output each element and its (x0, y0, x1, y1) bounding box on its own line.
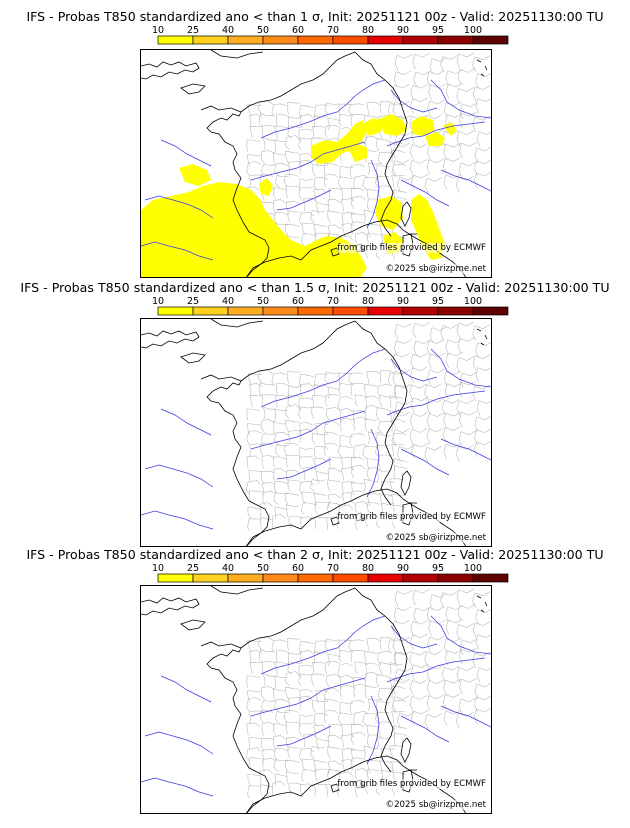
colorbar-swatch (332, 573, 369, 583)
colorbar-tick-label: 100 (464, 296, 482, 307)
colorbar-tick-label: 95 (432, 296, 444, 307)
colorbar-swatch (367, 306, 404, 316)
colorbar-swatch (227, 35, 264, 45)
colorbar-swatch (262, 573, 299, 583)
colorbar-tick-label: 70 (327, 296, 339, 307)
colorbar-tick-label: 90 (397, 296, 409, 307)
colorbar-tick-label: 95 (432, 25, 444, 36)
colorbar-swatch (402, 573, 439, 583)
panel-title: IFS - Probas T850 standardized ano < tha… (26, 547, 604, 562)
colorbar-tick-label: 10 (152, 563, 164, 574)
colorbar-tick-label: 100 (464, 563, 482, 574)
colorbar-swatch (332, 306, 369, 316)
colorbar-tick-label: 60 (292, 25, 304, 36)
colorbar-tick-label: 70 (327, 25, 339, 36)
map-panel-2: IFS - Probas T850 standardized ano < tha… (0, 274, 630, 548)
colorbar-swatch (297, 35, 334, 45)
colorbar-swatch (437, 573, 474, 583)
panel-title: IFS - Probas T850 standardized ano < tha… (20, 280, 610, 295)
admin-regions (246, 588, 491, 799)
map-canvas (141, 586, 491, 813)
colorbar-tick-label: 50 (257, 25, 269, 36)
colorbar-tick-label: 70 (327, 563, 339, 574)
colorbar-tick-label: 40 (222, 296, 234, 307)
colorbar-swatch (157, 35, 194, 45)
colorbar-swatch (262, 306, 299, 316)
colorbar-tick-label: 25 (187, 563, 199, 574)
colorbar-tick-label: 90 (397, 25, 409, 36)
colorbar-swatch (437, 35, 474, 45)
colorbar-swatch (437, 306, 474, 316)
colorbar: 10 25 40 50 60 70 80 90 95 100 (152, 296, 509, 316)
colorbar-swatch (192, 573, 229, 583)
credit-copyright: ©2025 sb@irizpme.net (385, 264, 486, 274)
credit-copyright: ©2025 sb@irizpme.net (385, 533, 486, 543)
colorbar-tick-label: 80 (362, 25, 374, 36)
colorbar-swatch (157, 573, 194, 583)
map-frame: from grib files provided by ECMWF ©2025 … (140, 49, 492, 278)
colorbar-tick-label: 60 (292, 296, 304, 307)
colorbar-tick-label: 25 (187, 296, 199, 307)
rivers (141, 348, 491, 530)
colorbar-tick-label: 95 (432, 563, 444, 574)
colorbar-swatch (227, 306, 264, 316)
credit-source: from grib files provided by ECMWF (337, 779, 486, 789)
colorbar-swatch (402, 35, 439, 45)
colorbar-swatch (332, 35, 369, 45)
map-frame: from grib files provided by ECMWF ©2025 … (140, 585, 492, 814)
colorbar-tick-label: 50 (257, 563, 269, 574)
credit-copyright: ©2025 sb@irizpme.net (385, 800, 486, 810)
colorbar-tick-label: 10 (152, 296, 164, 307)
credit-source: from grib files provided by ECMWF (337, 512, 486, 522)
panel-title: IFS - Probas T850 standardized ano < tha… (26, 9, 604, 24)
colorbar-tick-label: 25 (187, 25, 199, 36)
colorbar-swatch (157, 306, 194, 316)
colorbar: 10 25 40 50 60 70 80 90 95 100 (152, 25, 509, 45)
map-panel-3: IFS - Probas T850 standardized ano < tha… (0, 543, 630, 817)
map-frame: from grib files provided by ECMWF ©2025 … (140, 318, 492, 547)
colorbar-swatch (297, 306, 334, 316)
colorbar-tick-label: 50 (257, 296, 269, 307)
rivers (141, 615, 491, 797)
colorbar-swatch (472, 35, 509, 45)
colorbar: 10 25 40 50 60 70 80 90 95 100 (152, 563, 509, 583)
colorbar-tick-label: 60 (292, 563, 304, 574)
colorbar-swatch (297, 573, 334, 583)
colorbar-tick-label: 80 (362, 296, 374, 307)
map-panel-1: IFS - Probas T850 standardized ano < tha… (0, 0, 630, 278)
rivers (141, 79, 491, 261)
colorbar-tick-label: 90 (397, 563, 409, 574)
colorbar-swatch (472, 573, 509, 583)
map-canvas (141, 50, 491, 277)
colorbar-tick-label: 40 (222, 25, 234, 36)
colorbar-swatch (227, 573, 264, 583)
colorbar-swatch (192, 306, 229, 316)
map-canvas (141, 319, 491, 546)
coastlines-borders (141, 319, 488, 546)
colorbar-tick-label: 80 (362, 563, 374, 574)
colorbar-tick-label: 100 (464, 25, 482, 36)
colorbar-tick-label: 10 (152, 25, 164, 36)
colorbar-swatch (402, 306, 439, 316)
credit-source: from grib files provided by ECMWF (337, 243, 486, 253)
colorbar-swatch (472, 306, 509, 316)
colorbar-tick-label: 40 (222, 563, 234, 574)
colorbar-swatch (367, 573, 404, 583)
colorbar-swatch (262, 35, 299, 45)
coastlines-borders (141, 50, 488, 277)
admin-regions (246, 321, 491, 532)
colorbar-swatch (192, 35, 229, 45)
admin-regions (246, 52, 491, 263)
colorbar-swatch (367, 35, 404, 45)
